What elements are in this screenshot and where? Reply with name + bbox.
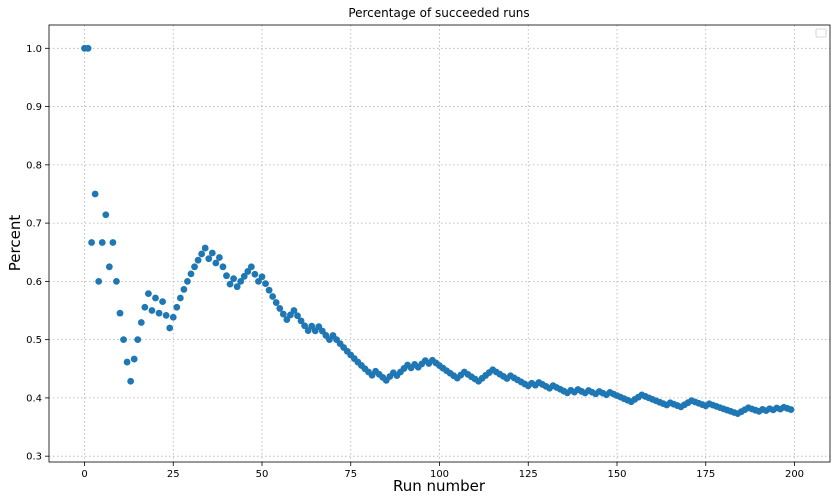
data-point — [290, 307, 298, 314]
y-axis-ticks: 0.3 0.4 0.5 0.6 0.7 0.8 0.9 1.0 — [26, 44, 49, 463]
data-point — [198, 250, 206, 258]
data-point — [297, 317, 305, 325]
data-point — [230, 275, 238, 283]
data-point — [223, 272, 230, 280]
data-point — [91, 190, 99, 198]
data-point — [130, 355, 138, 363]
data-point — [134, 336, 142, 344]
grid — [49, 25, 830, 462]
plot-frame — [48, 24, 831, 463]
data-point — [255, 277, 262, 285]
data-point — [251, 270, 259, 278]
data-point — [201, 244, 209, 252]
data-point — [137, 319, 145, 326]
x-axis-label: Run number — [393, 477, 486, 495]
data-point — [123, 358, 131, 366]
y-axis-label: Percent — [6, 215, 24, 272]
data-point — [166, 324, 174, 332]
data-point — [148, 307, 156, 314]
y-tick-label: 1.0 — [26, 44, 42, 55]
data-point — [102, 211, 110, 219]
data-point — [279, 310, 287, 318]
data-point — [283, 316, 291, 323]
data-point — [247, 263, 255, 271]
data-point — [265, 286, 273, 294]
data-point — [88, 239, 95, 246]
data-point — [127, 377, 135, 385]
x-tick-label: 0 — [81, 469, 87, 480]
y-tick-label: 0.3 — [26, 452, 42, 463]
data-point — [109, 239, 117, 246]
data-point — [191, 263, 198, 271]
data-point — [169, 313, 177, 321]
x-tick-label: 75 — [344, 469, 357, 480]
data-point — [152, 294, 159, 302]
x-tick-label: 150 — [607, 469, 626, 480]
data-point — [145, 290, 152, 298]
data-point — [262, 280, 269, 288]
data-point — [272, 299, 280, 306]
data-point — [113, 277, 120, 285]
x-tick-label: 50 — [256, 469, 269, 480]
x-tick-label: 25 — [167, 469, 180, 480]
y-tick-label: 0.6 — [26, 277, 42, 288]
data-point — [176, 294, 184, 302]
data-point — [233, 283, 241, 291]
data-point — [84, 44, 92, 52]
chart-title: Percentage of succeeded runs — [348, 6, 529, 20]
data-point — [173, 303, 181, 311]
data-point — [180, 286, 188, 293]
data-point — [269, 293, 277, 300]
data-point — [159, 298, 167, 306]
data-point — [240, 272, 248, 280]
y-tick-label: 0.4 — [26, 393, 42, 404]
x-tick-label: 200 — [785, 469, 804, 480]
y-tick-label: 0.5 — [26, 335, 42, 346]
data-point — [216, 254, 223, 261]
data-point — [219, 263, 227, 271]
x-tick-label: 125 — [519, 469, 538, 480]
data-point — [98, 239, 106, 246]
data-point — [208, 249, 216, 257]
x-tick-label: 100 — [430, 469, 449, 480]
x-tick-label: 175 — [696, 469, 715, 480]
data-point — [226, 280, 234, 288]
data-point — [155, 309, 163, 317]
y-tick-label: 0.7 — [26, 219, 42, 230]
legend-box — [815, 28, 827, 38]
data-points — [81, 44, 795, 418]
data-point — [258, 273, 266, 281]
data-point — [116, 309, 124, 317]
data-point — [244, 268, 252, 275]
data-point — [276, 305, 284, 312]
x-axis-ticks: 0 25 50 75 100 125 150 175 200 — [81, 462, 804, 480]
data-point — [308, 322, 316, 330]
data-point — [184, 277, 191, 285]
y-tick-label: 0.8 — [26, 160, 42, 171]
data-point — [294, 312, 301, 320]
data-point — [301, 322, 308, 330]
data-point — [120, 336, 127, 344]
data-point — [105, 263, 113, 271]
data-point — [205, 255, 213, 263]
data-point — [212, 259, 220, 267]
data-point — [162, 311, 170, 319]
data-point — [787, 406, 795, 413]
data-point — [187, 270, 195, 278]
data-point — [141, 303, 149, 311]
data-point — [194, 256, 202, 264]
data-point — [95, 277, 103, 285]
y-tick-label: 0.9 — [26, 102, 42, 113]
data-point — [237, 277, 245, 285]
